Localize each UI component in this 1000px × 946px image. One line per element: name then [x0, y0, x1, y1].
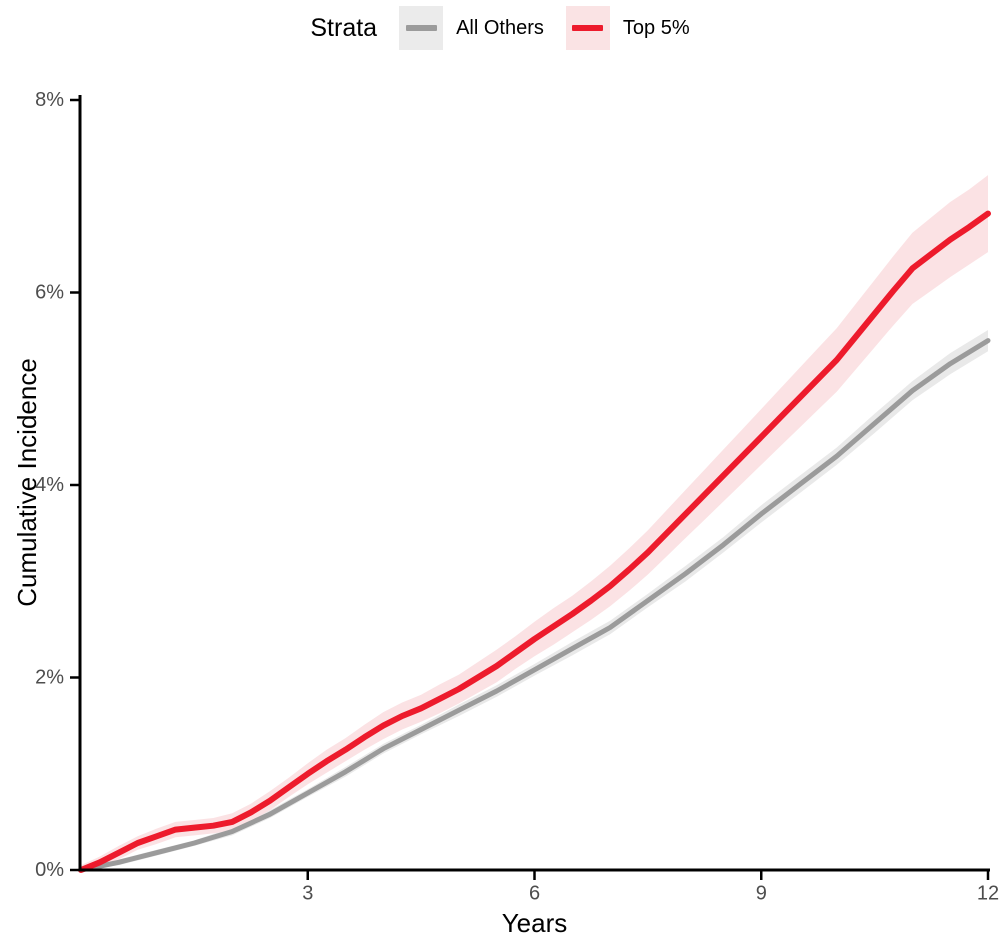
legend: Strata All Others Top 5%: [0, 6, 1000, 50]
legend-label-top-5: Top 5%: [622, 16, 690, 39]
ci-band-all-others: [81, 330, 988, 870]
series-line-top-5: [78, 210, 991, 873]
legend-item-all-others: All Others: [399, 6, 544, 50]
x-tick-label: 6: [529, 883, 540, 905]
x-axis-title: Years: [501, 908, 568, 938]
y-tick-label: 4%: [35, 474, 64, 496]
legend-key-all-others: [399, 6, 444, 50]
legend-title: Strata: [310, 13, 378, 42]
x-tick-label: 9: [756, 883, 767, 905]
legend-key-top-5: [565, 6, 610, 50]
y-tick-label: 2%: [35, 667, 64, 689]
y-tick-label: 6%: [35, 282, 64, 304]
x-tick-label: 3: [302, 883, 313, 905]
gray-line-icon: [405, 25, 437, 31]
y-tick-label: 0%: [35, 859, 64, 881]
legend-label-all-others: All Others: [456, 16, 544, 39]
legend-item-top-5: Top 5%: [565, 6, 690, 50]
y-tick-label: 8%: [35, 89, 64, 111]
series-line-all-others: [78, 338, 991, 873]
red-line-icon: [572, 25, 604, 31]
x-tick-label: 12: [977, 883, 999, 905]
ci-band-top-5: [81, 175, 988, 871]
